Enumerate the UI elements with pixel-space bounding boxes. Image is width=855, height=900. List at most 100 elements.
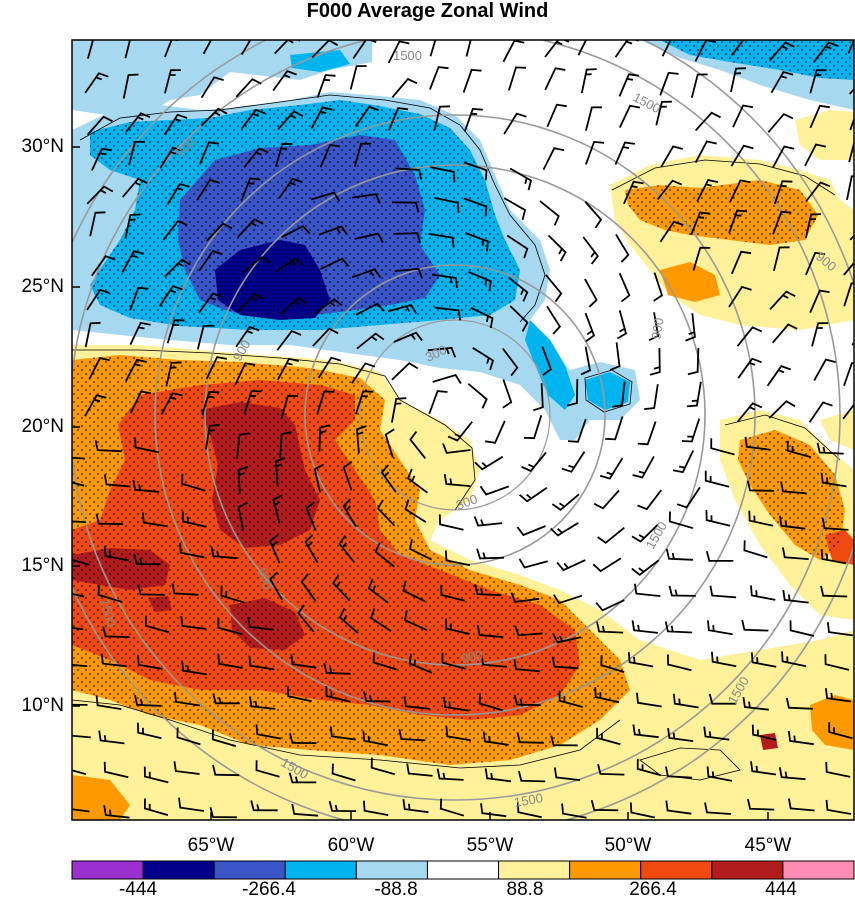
wind-barb — [428, 390, 448, 415]
wind-barb — [474, 584, 502, 597]
wind-barb — [704, 470, 730, 488]
wind-barb — [269, 571, 283, 601]
wind-barb — [516, 802, 542, 819]
wind-barb — [463, 161, 488, 181]
wind-barb — [631, 559, 660, 576]
wind-barb — [372, 652, 397, 671]
wind-barb — [710, 438, 735, 456]
wind-barb — [546, 305, 562, 335]
contour-label: 1500 — [97, 597, 119, 629]
wind-barb — [513, 694, 541, 706]
wind-barb — [349, 65, 367, 90]
wind-barb — [318, 225, 348, 236]
wind-barb — [656, 179, 683, 201]
colorbar-swatch — [711, 860, 784, 880]
wind-barb — [524, 415, 543, 440]
wind-barb — [72, 520, 86, 523]
wind-barb — [633, 583, 661, 597]
wind-barb — [653, 272, 664, 302]
wind-barb — [476, 625, 504, 638]
wind-barb — [272, 494, 283, 524]
wind-barb — [243, 147, 269, 168]
wind-barb — [704, 802, 731, 815]
wind-barb — [95, 513, 123, 525]
wind-barb — [217, 617, 242, 635]
wind-barb — [779, 515, 806, 530]
wind-barb — [558, 690, 584, 708]
wind-barb — [805, 181, 831, 203]
wind-barb — [805, 213, 822, 239]
wind-barb — [582, 236, 599, 265]
wind-barb — [728, 285, 752, 308]
wind-barb — [659, 220, 684, 243]
wind-barb — [281, 225, 311, 238]
wind-barb — [320, 257, 350, 270]
wind-barb — [539, 200, 560, 226]
wind-barb — [585, 106, 602, 131]
wind-barb — [769, 290, 796, 310]
wind-barb — [772, 323, 798, 344]
colorbar-swatch — [142, 860, 215, 880]
wind-barb — [843, 261, 854, 276]
wind-barb — [143, 766, 169, 784]
wind-barb — [125, 358, 147, 382]
wind-barb — [730, 144, 754, 167]
wind-barb — [269, 534, 281, 564]
wind-barb — [667, 727, 694, 742]
wind-barb — [304, 534, 319, 564]
wind-barb — [612, 381, 626, 408]
wind-barb — [129, 390, 152, 414]
wind-barb — [430, 166, 456, 182]
wind-barb — [584, 278, 598, 308]
wind-barb — [631, 524, 659, 543]
wind-barb — [370, 757, 396, 776]
wind-barb — [473, 516, 503, 527]
wind-barb — [766, 365, 792, 387]
wind-barb — [514, 625, 543, 637]
wind-barb — [705, 510, 731, 527]
wind-barb — [780, 481, 807, 495]
wind-barb — [485, 420, 506, 444]
wind-barb — [438, 514, 464, 531]
wind-barb — [286, 686, 312, 703]
wind-barb — [547, 234, 567, 262]
wind-barb — [711, 651, 737, 668]
wind-barb — [503, 197, 527, 221]
wind-barb — [212, 693, 240, 705]
wind-barb — [692, 246, 711, 271]
wind-barb — [180, 615, 207, 630]
wind-barb — [164, 258, 191, 278]
wind-barb — [402, 580, 426, 603]
wind-barb — [729, 179, 751, 203]
wind-barb — [404, 610, 428, 632]
wind-barb — [160, 392, 183, 415]
colorbar-swatch — [569, 860, 642, 880]
wind-barb — [665, 800, 692, 815]
wind-barb — [747, 798, 775, 811]
wind-barb — [593, 489, 620, 510]
wind-barb — [196, 178, 220, 201]
wind-barb — [356, 332, 385, 350]
wind-barb — [406, 763, 433, 777]
wind-barb — [237, 466, 249, 495]
wind-barb — [205, 423, 220, 450]
wind-barb — [236, 432, 250, 459]
wind-barb — [173, 761, 200, 775]
wind-barb — [820, 585, 848, 598]
wind-barb — [328, 800, 357, 812]
wind-barb — [788, 798, 815, 812]
contour-label: 1500 — [513, 790, 544, 810]
wind-barb — [820, 549, 847, 565]
wind-barb — [595, 599, 625, 612]
wind-barb — [72, 808, 90, 813]
wind-barb — [367, 578, 389, 604]
wind-barb — [87, 40, 94, 59]
wind-barb — [773, 180, 793, 205]
wind-barb — [316, 74, 336, 99]
wind-barb — [484, 768, 512, 783]
wind-barb — [730, 67, 747, 93]
wind-barb — [825, 761, 851, 778]
wind-barb — [636, 758, 662, 777]
wind-barb — [767, 112, 794, 133]
wind-barb — [72, 664, 88, 668]
